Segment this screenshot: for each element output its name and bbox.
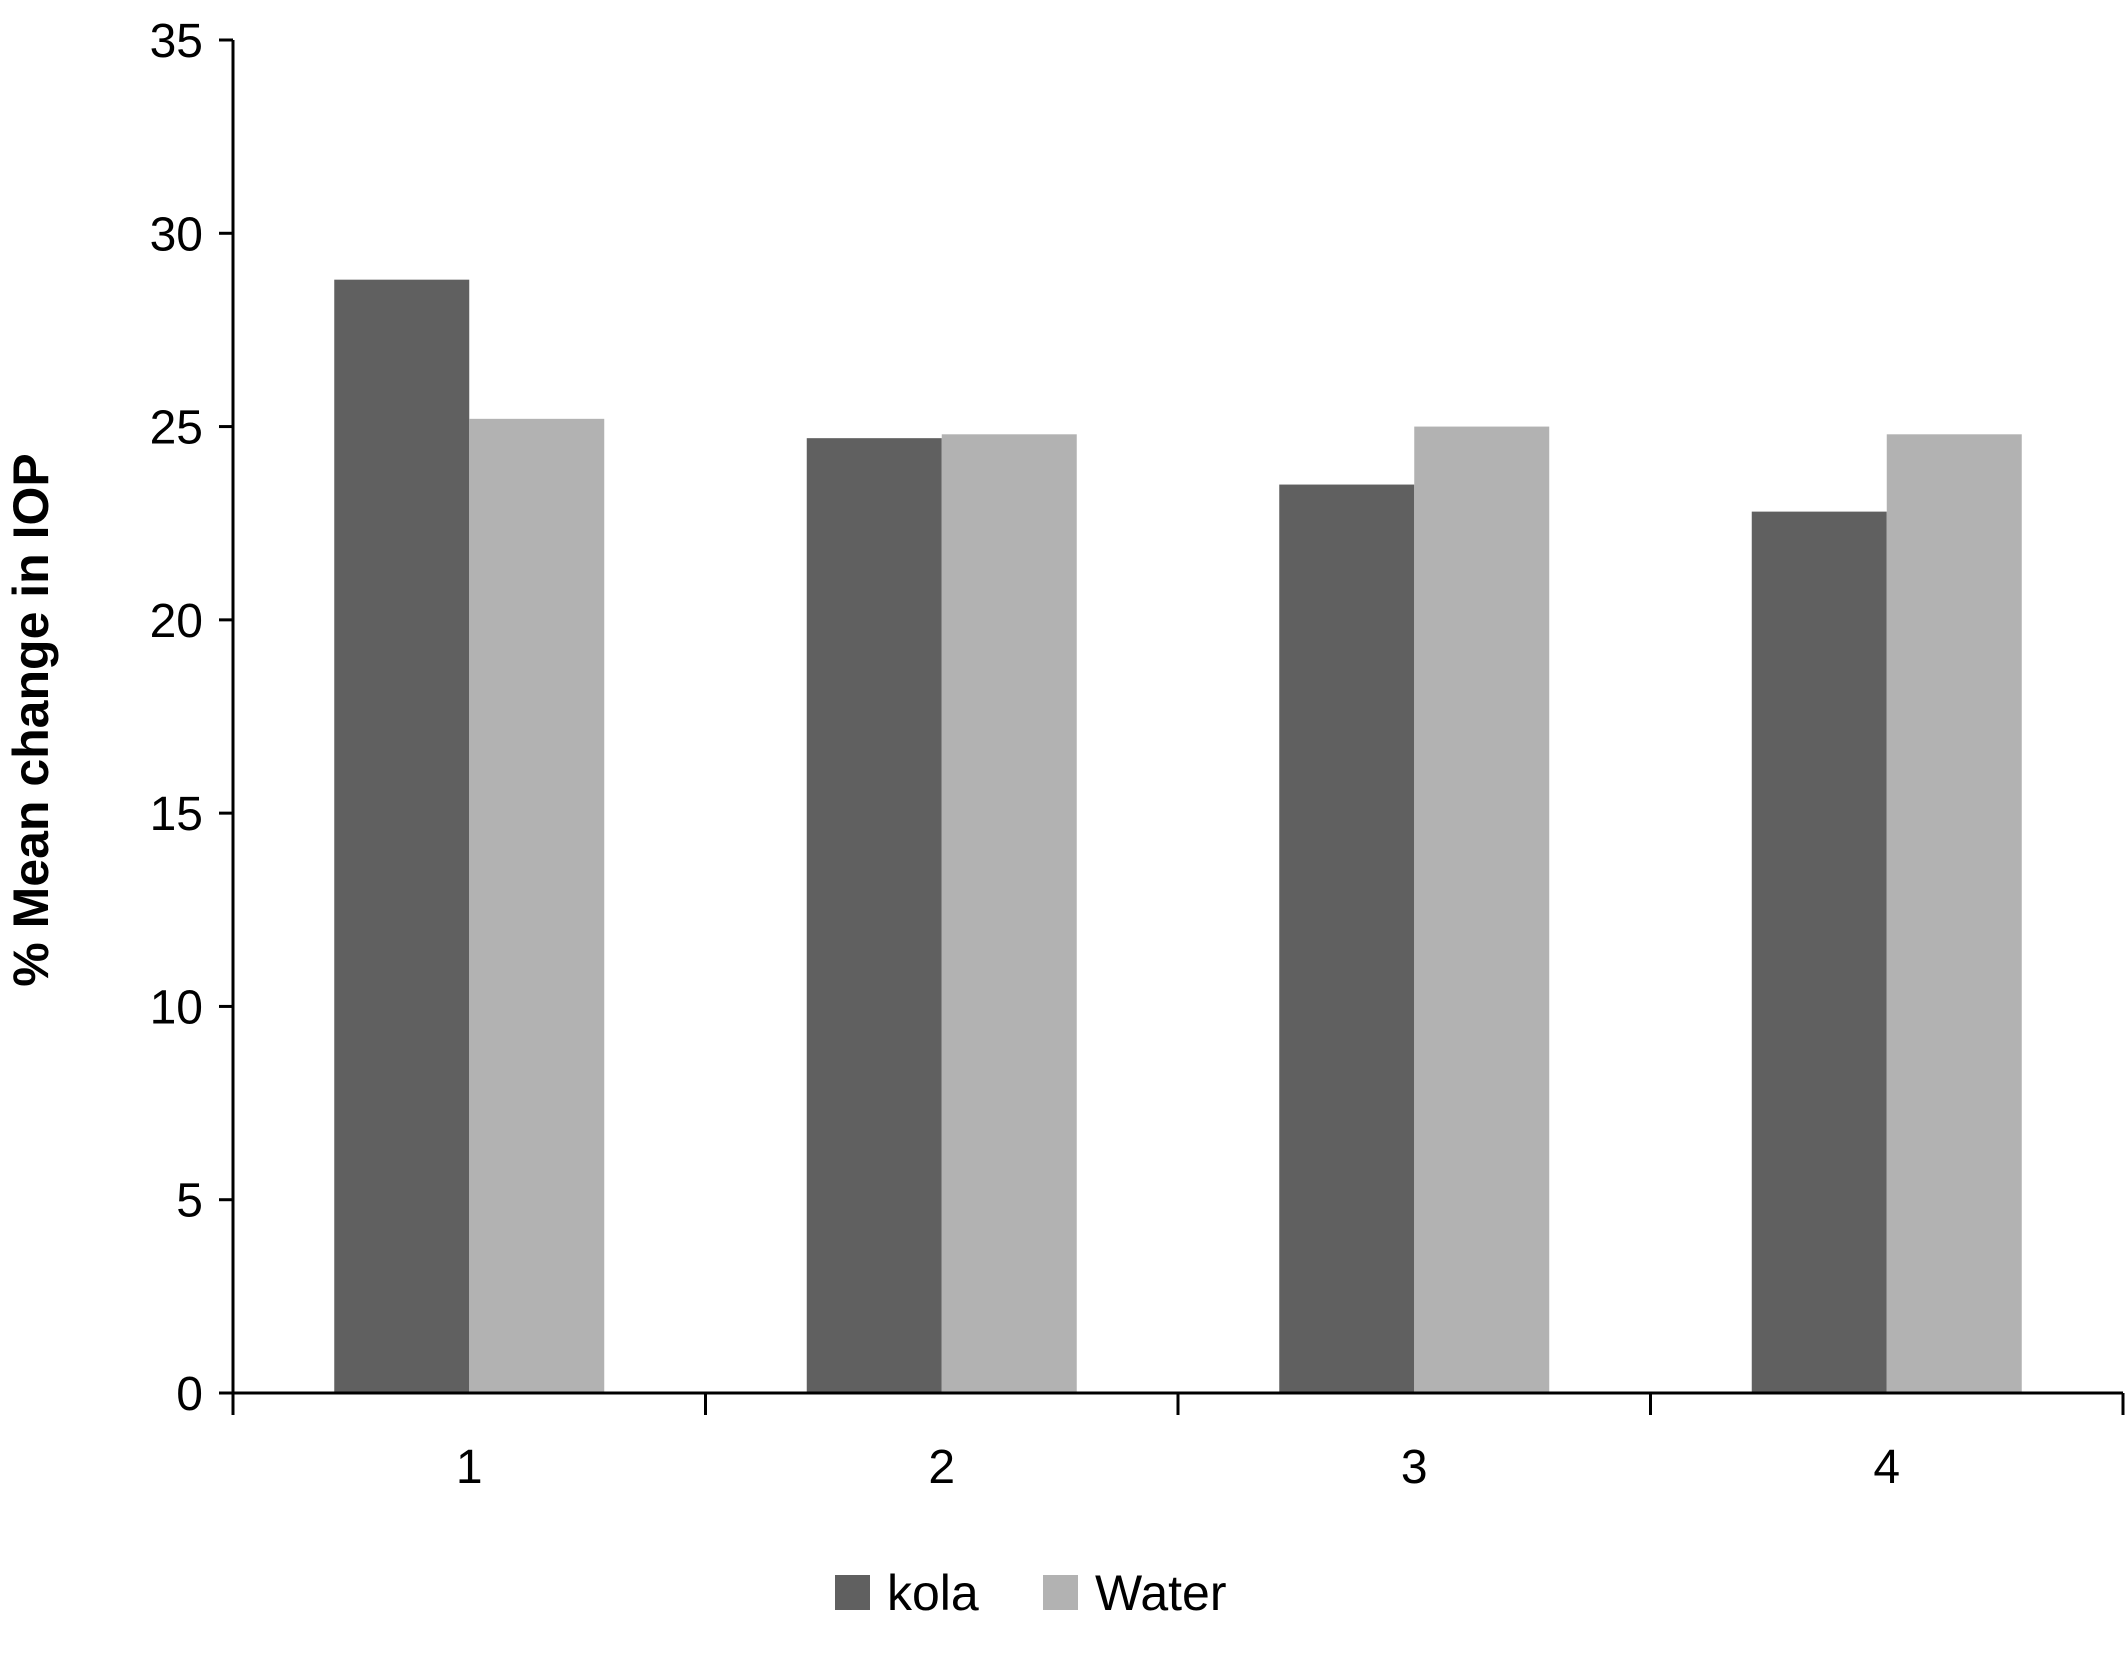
bar-kola-4 [1751,511,1887,1393]
y-tick-labels: 0 5 10 15 20 25 30 35 [150,15,203,1421]
legend: kola Water [835,1565,1227,1621]
bar-water-2 [941,434,1077,1393]
x-tick-label: 2 [928,1441,955,1494]
legend-swatch-water [1043,1575,1078,1610]
x-tick-labels: 1 2 3 4 [456,1441,1900,1494]
legend-label-water: Water [1095,1565,1227,1621]
bar-water-3 [1414,426,1550,1394]
bar-water-1 [469,418,605,1394]
y-tick-label: 25 [150,402,203,455]
legend-swatch-kola [835,1575,870,1610]
y-tick-label: 15 [150,788,203,841]
y-tick-label: 35 [150,15,203,68]
legend-label-kola: kola [887,1565,979,1621]
y-tick-label: 0 [176,1368,203,1421]
bars-group [334,279,2022,1394]
bar-kola-3 [1279,484,1415,1393]
y-tick-label: 20 [150,595,203,648]
bar-kola-1 [334,279,470,1393]
y-tick-label: 5 [176,1175,203,1228]
bar-water-4 [1886,434,2022,1393]
x-tick-label: 3 [1401,1441,1428,1494]
y-tick-label: 10 [150,981,203,1034]
x-tick-label: 1 [456,1441,483,1494]
bar-kola-2 [806,438,942,1393]
y-axis-title: % Mean change in IOP [3,453,59,986]
x-tick-label: 4 [1873,1441,1900,1494]
axes-group [219,38,2125,1415]
y-tick-label: 30 [150,208,203,261]
